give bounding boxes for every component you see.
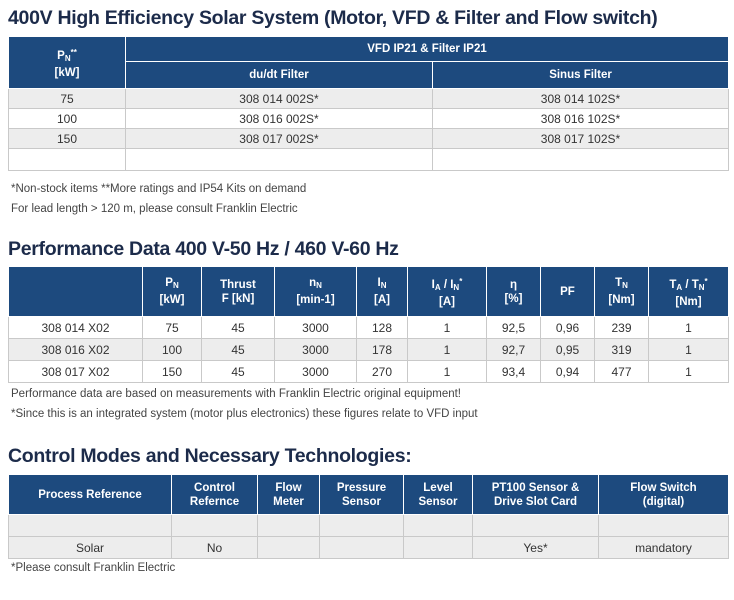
cell-nn: 3000 [274, 316, 357, 339]
cell-sinus: 308 014 102S* [431, 88, 730, 109]
table-row [8, 514, 729, 537]
table-row: 308 017 X02 150 45 3000 270 1 93,4 0,94 … [8, 360, 729, 383]
cell-pf: 0,94 [540, 360, 595, 383]
group-header: VFD IP21 & Filter IP21 [124, 36, 730, 62]
cell-model: 308 017 X02 [8, 360, 143, 383]
cell-pf: 0,96 [540, 316, 595, 339]
cell-control [171, 514, 258, 537]
table-row: 150 308 017 002S* 308 017 102S* [8, 128, 730, 149]
cell-model: 308 016 X02 [8, 338, 143, 361]
cell-flowswitch [598, 514, 729, 537]
table-row: 100 308 016 002S* 308 016 102S* [8, 108, 730, 129]
col-flowswitch-header: Flow Switch (digital) [598, 474, 729, 515]
cell-thrust: 45 [201, 360, 275, 383]
table-row [8, 148, 730, 171]
section1-note-lead: For lead length > 120 m, please consult … [11, 203, 298, 215]
col-nn-header: nN [min-1] [274, 266, 357, 317]
cell-dudt: 308 017 002S* [125, 128, 433, 149]
cell-pn: 75 [8, 88, 126, 109]
col-model-header [8, 266, 143, 317]
cell-thrust: 45 [201, 338, 275, 361]
cell-thrust: 45 [201, 316, 275, 339]
cell-tn: 477 [594, 360, 649, 383]
cell-pf: 0,95 [540, 338, 595, 361]
col-tn-header: TN [Nm] [594, 266, 649, 317]
cell-ia: 1 [407, 316, 487, 339]
col-process-header: Process Reference [8, 474, 172, 515]
cell-control: No [171, 536, 258, 559]
cell-pn: 75 [142, 316, 202, 339]
table-row: Solar No Yes* mandatory [8, 536, 729, 559]
cell-in: 128 [356, 316, 408, 339]
col-dudt-header: du/dt Filter [125, 61, 433, 89]
section3-note-consult: *Please consult Franklin Electric [11, 562, 176, 574]
table-row: 308 014 X02 75 45 3000 128 1 92,5 0,96 2… [8, 316, 729, 339]
section2-title: Performance Data 400 V-50 Hz / 460 V-60 … [8, 238, 399, 260]
cell-sinus [431, 148, 730, 171]
cell-dudt: 308 014 002S* [125, 88, 433, 109]
cell-dudt: 308 016 002S* [125, 108, 433, 129]
col-pressure-header: Pressure Sensor [319, 474, 404, 515]
table-row: 308 016 X02 100 45 3000 178 1 92,7 0,95 … [8, 338, 729, 361]
col-eta-header: η [%] [486, 266, 541, 317]
cell-ta: 1 [648, 316, 729, 339]
cell-flow [257, 514, 320, 537]
cell-eta: 92,5 [486, 316, 541, 339]
cell-eta: 92,7 [486, 338, 541, 361]
cell-in: 270 [356, 360, 408, 383]
col-sinus-header: Sinus Filter [431, 61, 730, 89]
col-pt100-header: PT100 Sensor & Drive Slot Card [472, 474, 599, 515]
cell-in: 178 [356, 338, 408, 361]
section3-title: Control Modes and Necessary Technologies… [8, 445, 412, 467]
cell-pn: 100 [142, 338, 202, 361]
cell-pressure [319, 536, 404, 559]
section1-note-stock: *Non-stock items **More ratings and IP54… [11, 183, 307, 195]
cell-pn: 150 [142, 360, 202, 383]
cell-tn: 319 [594, 338, 649, 361]
cell-model: 308 014 X02 [8, 316, 143, 339]
col-level-header: Level Sensor [403, 474, 473, 515]
cell-ia: 1 [407, 360, 487, 383]
col-pn-header: PN** [kW] [8, 36, 126, 89]
cell-nn: 3000 [274, 338, 357, 361]
cell-pt100 [472, 514, 599, 537]
section1-title: 400V High Efficiency Solar System (Motor… [8, 7, 658, 29]
cell-pn: 150 [8, 128, 126, 149]
cell-ta: 1 [648, 360, 729, 383]
col-in-header: IN [A] [356, 266, 408, 317]
cell-nn: 3000 [274, 360, 357, 383]
cell-sinus: 308 017 102S* [431, 128, 730, 149]
section2-note-vfd: *Since this is an integrated system (mot… [11, 408, 478, 420]
cell-dudt [125, 148, 433, 171]
cell-ta: 1 [648, 338, 729, 361]
cell-sinus: 308 016 102S* [431, 108, 730, 129]
performance-table: PN [kW] Thrust F [kN] nN [min-1] IN [A] IA /… [8, 266, 729, 383]
cell-eta: 93,4 [486, 360, 541, 383]
cell-ia: 1 [407, 338, 487, 361]
cell-tn: 239 [594, 316, 649, 339]
col-pn-header: PN [kW] [142, 266, 202, 317]
col-thrust-header: Thrust F [kN] [201, 266, 275, 317]
filter-table: PN** [kW] VFD IP21 & Filter IP21 du/dt F… [8, 36, 730, 171]
cell-level [403, 514, 473, 537]
cell-pressure [319, 514, 404, 537]
cell-pt100: Yes* [472, 536, 599, 559]
col-ta-header: TA / TN* [Nm] [648, 266, 729, 317]
col-flow-header: Flow Meter [257, 474, 320, 515]
col-pf-header: PF [540, 266, 595, 317]
section2-note-measurements: Performance data are based on measuremen… [11, 388, 461, 400]
cell-flow [257, 536, 320, 559]
col-control-header: Control Refernce [171, 474, 258, 515]
cell-level [403, 536, 473, 559]
cell-process: Solar [8, 536, 172, 559]
cell-flowswitch: mandatory [598, 536, 729, 559]
col-ia-header: IA / IN* [A] [407, 266, 487, 317]
table-row: 75 308 014 002S* 308 014 102S* [8, 88, 730, 109]
cell-process [8, 514, 172, 537]
cell-pn: 100 [8, 108, 126, 129]
cell-pn [8, 148, 126, 171]
control-modes-table: Process Reference Control Refernce Flow Me… [8, 474, 729, 559]
